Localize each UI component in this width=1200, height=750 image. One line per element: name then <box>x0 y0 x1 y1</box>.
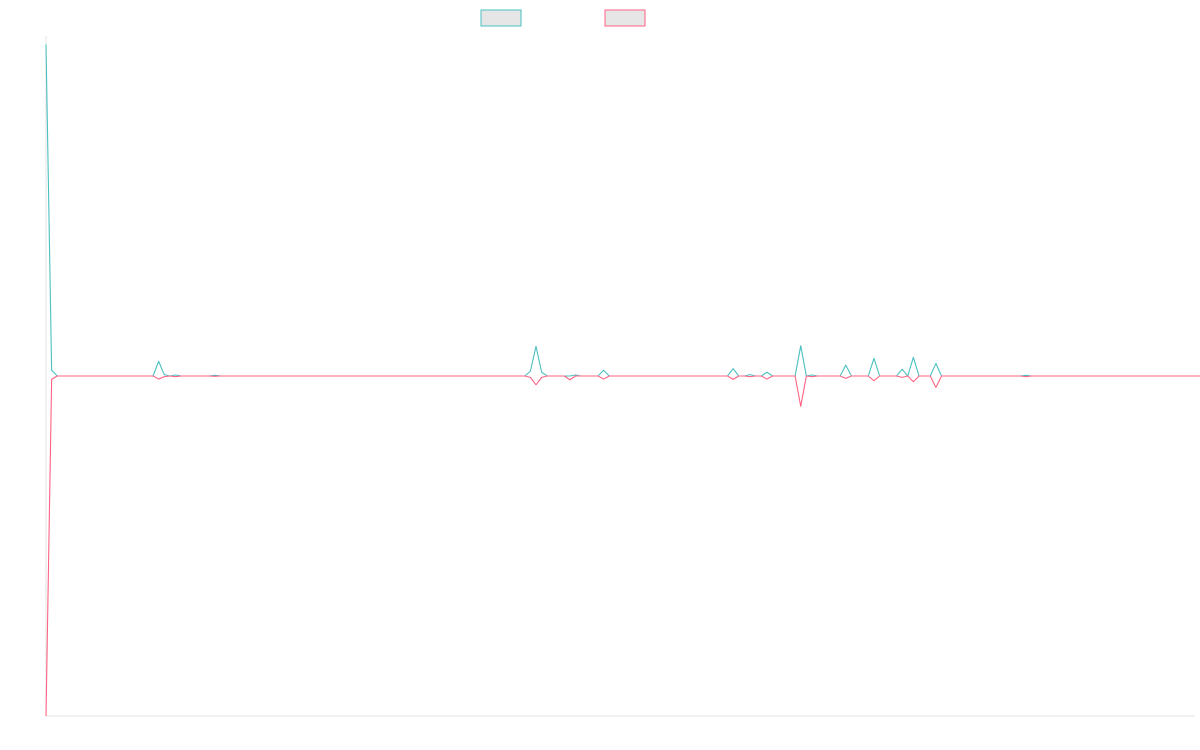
legend-swatch-1 <box>604 9 646 27</box>
series-line-0 <box>45 44 1200 377</box>
legend-item-0[interactable] <box>480 9 522 27</box>
series-layer <box>45 44 1200 717</box>
axes <box>45 36 1195 717</box>
series-line-1 <box>45 375 1200 717</box>
legend-item-1[interactable] <box>604 9 646 27</box>
legend-swatch-0 <box>480 9 522 27</box>
legend[interactable] <box>480 9 646 27</box>
